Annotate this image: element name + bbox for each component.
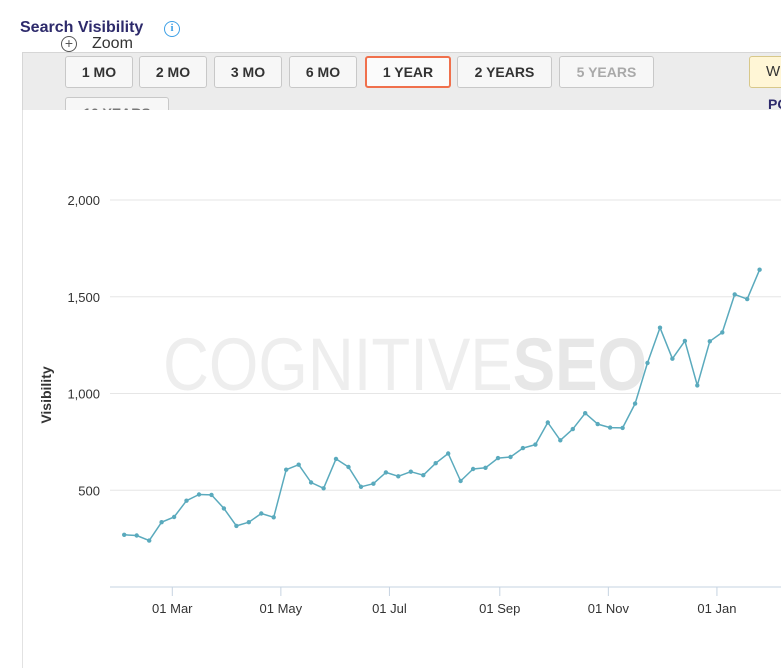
data-point: [607, 425, 613, 430]
data-point: [632, 401, 638, 406]
data-point: [134, 533, 139, 538]
y-tick-label: 1,500: [67, 290, 100, 305]
data-point: [371, 481, 376, 486]
data-point: [732, 292, 737, 297]
data-point: [508, 454, 513, 460]
data-point: [333, 456, 339, 462]
data-point: [695, 383, 700, 388]
data-point: [358, 484, 364, 489]
series-line: [124, 269, 761, 542]
range-button-10years[interactable]: 10 YEARS: [65, 97, 169, 110]
watermark-bold: SEO: [513, 323, 647, 406]
x-tick-label: 01 Sep: [479, 601, 520, 616]
y-axis-label: Visibility: [38, 366, 54, 424]
x-tick-label: 01 Nov: [588, 601, 630, 616]
data-point: [707, 339, 712, 344]
y-tick-label: 2,000: [67, 193, 100, 208]
data-point: [321, 486, 326, 491]
x-tick-label: 01 Jul: [372, 601, 407, 616]
data-point: [533, 442, 538, 447]
data-point: [657, 325, 663, 330]
data-point: [720, 330, 725, 335]
watermark: COGNITIVESEO: [163, 323, 647, 406]
data-point: [558, 438, 563, 443]
data-point: [470, 466, 476, 472]
x-tick-label: 01 Jan: [697, 601, 736, 616]
data-point: [296, 462, 301, 467]
data-point: [234, 523, 239, 529]
zoom-plus-icon: +: [61, 36, 77, 52]
range-button-3mo[interactable]: 3 MO: [214, 56, 282, 88]
y-tick-label: 500: [78, 483, 100, 498]
data-point: [570, 426, 575, 432]
w-button[interactable]: W: [749, 56, 781, 88]
range-button-1mo[interactable]: 1 MO: [65, 56, 133, 88]
data-point: [682, 338, 688, 344]
data-point: [246, 520, 251, 525]
data-point: [645, 360, 650, 366]
range-button-5years[interactable]: 5 YEARS: [559, 56, 654, 88]
data-point: [271, 515, 276, 520]
range-button-2years[interactable]: 2 YEARS: [457, 56, 552, 88]
data-point: [259, 511, 264, 516]
y-tick-label: 1,000: [67, 387, 100, 402]
data-point: [147, 538, 152, 543]
right-label: PC: [768, 96, 781, 110]
data-point: [184, 498, 189, 503]
chart-area: [22, 110, 781, 668]
data-point: [284, 467, 289, 472]
x-tick-label: 01 May: [260, 601, 303, 616]
data-point: [383, 470, 389, 475]
data-point: [171, 514, 177, 520]
data-point: [458, 478, 463, 484]
data-point: [433, 461, 438, 466]
data-point: [545, 420, 550, 425]
data-point: [122, 532, 127, 537]
data-point: [396, 474, 401, 479]
range-button-1year[interactable]: 1 YEAR: [365, 56, 451, 88]
data-point: [221, 506, 227, 511]
data-point: [346, 464, 351, 470]
info-icon[interactable]: i: [164, 21, 180, 37]
zoom-label: Zoom: [92, 35, 133, 52]
data-point: [209, 492, 214, 498]
data-point: [757, 267, 762, 272]
range-button-6mo[interactable]: 6 MO: [289, 56, 357, 88]
range-button-2mo[interactable]: 2 MO: [139, 56, 207, 88]
data-point: [308, 480, 314, 485]
page-title: Search Visibility: [20, 19, 144, 36]
data-point: [196, 492, 202, 497]
data-point: [745, 296, 750, 302]
data-point: [620, 425, 625, 431]
data-point: [159, 520, 164, 525]
data-point: [520, 445, 526, 451]
range-selector-bar: 1 MO 2 MO 3 MO 6 MO 1 YEAR 2 YEARS 5 YEA…: [22, 52, 781, 110]
watermark-light: COGNITIVE: [163, 323, 513, 406]
data-point: [408, 469, 413, 474]
data-point: [595, 421, 600, 427]
x-tick-label: 01 Mar: [152, 601, 193, 616]
data-point: [495, 455, 501, 461]
data-point: [421, 473, 426, 478]
data-point: [483, 465, 488, 470]
data-point: [670, 356, 675, 361]
data-point: [446, 451, 451, 456]
data-point: [583, 411, 588, 416]
